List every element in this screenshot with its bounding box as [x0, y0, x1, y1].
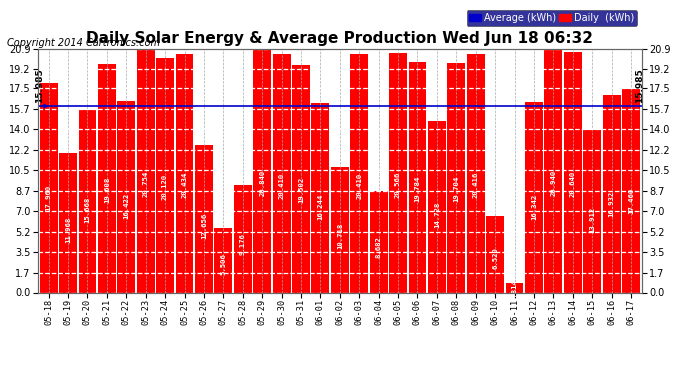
- Legend: Average (kWh), Daily  (kWh): Average (kWh), Daily (kWh): [466, 10, 637, 26]
- Text: 9.176: 9.176: [239, 233, 246, 255]
- Bar: [195, 145, 213, 292]
- Text: 19.608: 19.608: [104, 177, 110, 203]
- Bar: [602, 95, 620, 292]
- Bar: [40, 83, 57, 292]
- Bar: [622, 89, 640, 292]
- Bar: [486, 216, 504, 292]
- Text: 15.985: 15.985: [35, 68, 44, 103]
- Text: 14.728: 14.728: [434, 202, 440, 228]
- Bar: [506, 283, 524, 292]
- Bar: [253, 50, 271, 292]
- Bar: [175, 54, 193, 292]
- Bar: [273, 54, 290, 292]
- Bar: [234, 186, 252, 292]
- Bar: [292, 65, 310, 292]
- Text: 20.840: 20.840: [259, 170, 265, 196]
- Text: 15.985: 15.985: [635, 68, 644, 103]
- Text: 20.640: 20.640: [570, 171, 575, 197]
- Text: 20.434: 20.434: [181, 172, 188, 198]
- Text: 11.968: 11.968: [65, 217, 71, 243]
- Bar: [137, 51, 155, 292]
- Bar: [370, 191, 388, 292]
- Text: 19.704: 19.704: [453, 176, 460, 202]
- Text: Copyright 2014 Cartronics.com: Copyright 2014 Cartronics.com: [7, 38, 160, 48]
- Text: 16.244: 16.244: [317, 194, 324, 220]
- Bar: [117, 101, 135, 292]
- Text: 8.682: 8.682: [375, 236, 382, 258]
- Text: 19.784: 19.784: [415, 176, 420, 202]
- Text: 16.422: 16.422: [124, 193, 129, 219]
- Text: 19.502: 19.502: [298, 177, 304, 203]
- Bar: [564, 52, 582, 292]
- Bar: [59, 153, 77, 292]
- Text: 20.410: 20.410: [279, 172, 284, 198]
- Text: 15.668: 15.668: [84, 197, 90, 223]
- Text: 20.416: 20.416: [473, 172, 479, 198]
- Text: 6.520: 6.520: [492, 248, 498, 269]
- Text: 20.120: 20.120: [162, 174, 168, 200]
- Bar: [215, 228, 233, 292]
- Bar: [98, 64, 116, 292]
- Bar: [583, 130, 601, 292]
- Bar: [428, 121, 446, 292]
- Bar: [447, 63, 465, 292]
- Text: 20.410: 20.410: [356, 172, 362, 198]
- Text: 16.342: 16.342: [531, 194, 537, 220]
- Bar: [408, 62, 426, 292]
- Text: 5.506: 5.506: [220, 253, 226, 274]
- Text: 13.912: 13.912: [589, 206, 595, 232]
- Bar: [389, 53, 407, 292]
- Bar: [331, 168, 348, 292]
- Bar: [351, 54, 368, 292]
- Bar: [544, 48, 562, 292]
- Text: 10.718: 10.718: [337, 223, 343, 249]
- Bar: [311, 103, 329, 292]
- Text: 20.566: 20.566: [395, 171, 401, 198]
- Text: 20.754: 20.754: [143, 171, 148, 197]
- Text: 17.460: 17.460: [628, 188, 634, 214]
- Text: 17.960: 17.960: [46, 185, 52, 211]
- Text: 0.814: 0.814: [511, 279, 518, 301]
- Bar: [79, 110, 97, 292]
- Bar: [467, 54, 484, 292]
- Text: 12.656: 12.656: [201, 213, 207, 239]
- Title: Daily Solar Energy & Average Production Wed Jun 18 06:32: Daily Solar Energy & Average Production …: [86, 31, 593, 46]
- Bar: [156, 58, 174, 292]
- Text: 16.932: 16.932: [609, 190, 615, 217]
- Bar: [525, 102, 543, 292]
- Text: 20.940: 20.940: [551, 170, 556, 196]
